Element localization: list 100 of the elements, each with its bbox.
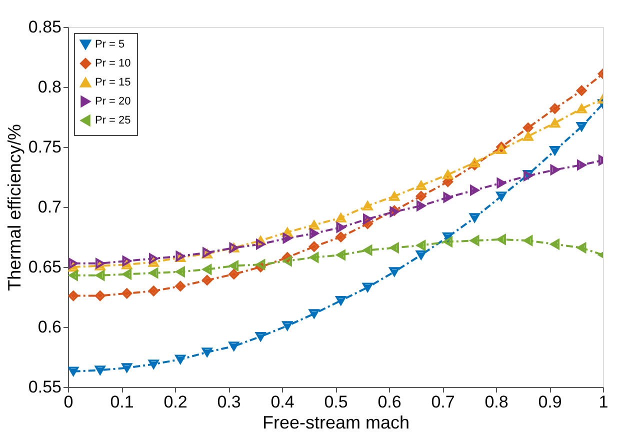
x-tick-label: 0.8 [484,392,508,412]
point [95,270,105,281]
point [470,185,480,196]
point [416,250,426,260]
point [522,132,534,141]
point [68,366,79,376]
legend-label: Pr = 20 [95,96,131,108]
point [550,118,560,128]
point [68,270,78,281]
point [228,342,240,351]
point [469,213,480,222]
point [442,176,454,187]
point [362,282,373,292]
point [202,275,212,286]
point [336,213,346,222]
point [550,146,560,156]
point [94,290,106,301]
point [443,192,452,203]
point [362,218,373,229]
point [202,348,212,357]
point [550,239,560,250]
point [416,200,426,211]
point [390,242,399,253]
point [362,245,372,256]
point [522,122,534,133]
x-tick-label: 0.3 [217,392,241,412]
point [255,332,266,342]
point [308,309,320,318]
point [336,222,346,233]
y-axis-title: Thermal efficiency/% [4,124,24,291]
point [496,178,506,188]
point [336,232,346,242]
x-tick-label: 0.5 [324,392,348,412]
point [550,103,560,114]
point [576,122,587,132]
point [148,360,159,369]
legend-label: Pr = 25 [95,114,131,126]
point [122,256,132,266]
x-tick-label: 0.2 [164,392,188,412]
x-tick-label: 0.9 [538,392,562,412]
point [176,266,185,277]
point [496,234,506,245]
legend-label: Pr = 15 [95,76,131,88]
point [175,354,186,364]
point [389,267,400,276]
point [202,264,212,275]
point [68,262,79,272]
x-tick-label: 0.4 [270,392,294,412]
y-tick-label: 0.6 [38,318,62,336]
point [389,192,400,201]
x-tick-label: 0 [64,392,74,412]
point [523,235,533,246]
point [416,180,426,190]
point [282,228,293,237]
x-tick-label: 0.6 [378,392,402,412]
point [362,214,372,224]
x-tick-label: 1 [598,392,608,412]
y-tick-label: 0.85 [28,18,62,36]
point [122,288,132,299]
point [416,191,426,202]
point [148,253,158,264]
point [443,236,452,247]
point [309,228,319,239]
point [576,85,587,96]
point [308,241,320,252]
y-tick-label: 0.8 [38,78,62,96]
point [576,242,586,253]
y-tick-label: 0.75 [28,138,62,156]
point [228,269,240,280]
point [282,252,293,263]
y-tick-label: 0.65 [28,258,62,276]
point [148,268,158,278]
point [148,286,159,296]
point [336,250,346,260]
point [229,260,238,271]
x-tick-label: 0.7 [431,392,455,412]
point [308,220,320,230]
point [442,170,454,180]
point [68,258,78,269]
point [68,290,79,301]
point [256,259,266,270]
point [496,192,507,201]
point [148,258,159,267]
legend-label: Pr = 5 [95,38,125,50]
point [576,160,586,170]
point [94,366,106,375]
point [122,363,132,372]
y-tick-label: 0.55 [28,378,62,396]
point [469,158,480,168]
point [175,281,186,292]
point [122,260,132,270]
point [576,104,587,114]
point [470,235,480,246]
x-axis-title: Free-stream mach [262,412,410,432]
point [282,321,293,330]
point [336,296,346,306]
point [309,252,319,263]
x-tick-label: 0.1 [110,392,134,412]
point [282,233,292,244]
y-tick-label: 0.7 [38,198,62,216]
